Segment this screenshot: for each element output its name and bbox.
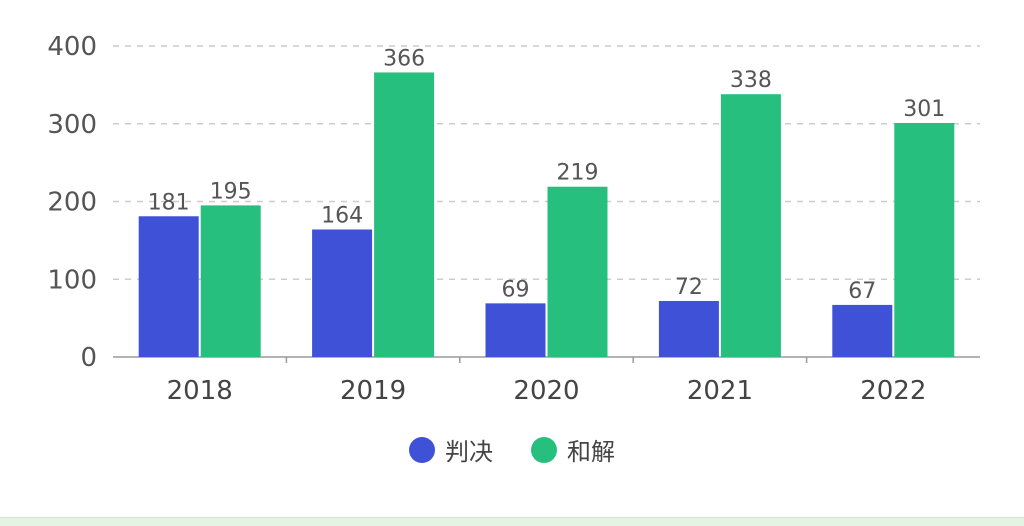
y-tick-label: 300 (47, 110, 97, 140)
bar-series-1[interactable] (548, 187, 608, 357)
bar-series-0[interactable] (486, 303, 546, 357)
legend-item-series-0[interactable]: 判决 (409, 432, 493, 467)
bar-series-1[interactable] (721, 94, 781, 357)
data-label: 219 (557, 161, 599, 186)
data-label: 164 (321, 203, 363, 228)
data-label: 69 (502, 277, 530, 302)
data-label: 181 (148, 190, 190, 215)
data-label: 72 (675, 275, 703, 300)
y-tick-label: 100 (47, 265, 97, 295)
x-tick-label: 2020 (513, 376, 579, 406)
y-tick-label: 200 (47, 188, 97, 218)
legend-label: 判决 (445, 432, 493, 467)
data-label: 338 (730, 68, 772, 93)
data-label: 195 (210, 179, 252, 204)
bar-series-1[interactable] (201, 205, 261, 357)
bar-series-0[interactable] (312, 229, 372, 357)
legend-swatch (531, 437, 557, 463)
data-label: 301 (903, 97, 945, 122)
y-tick-label: 0 (80, 343, 97, 373)
legend-item-series-1[interactable]: 和解 (531, 432, 615, 467)
data-label: 67 (848, 279, 876, 304)
bar-series-0[interactable] (832, 305, 892, 357)
bar-series-1[interactable] (894, 123, 954, 357)
bar-series-0[interactable] (659, 301, 719, 357)
bar-series-1[interactable] (374, 72, 434, 357)
legend-swatch (409, 437, 435, 463)
bar-chart: 0 100 200 300 400 2018 181 195 2019 164 366 2020 69 2… (0, 0, 1024, 420)
legend: 判决 和解 (0, 432, 1024, 467)
data-label: 366 (383, 46, 425, 71)
x-tick-label: 2018 (167, 376, 233, 406)
x-tick-label: 2019 (340, 376, 406, 406)
y-tick-label: 400 (47, 32, 97, 62)
bar-series-0[interactable] (139, 216, 199, 357)
x-tick-label: 2022 (860, 376, 926, 406)
legend-label: 和解 (567, 432, 615, 467)
x-tick-label: 2021 (687, 376, 753, 406)
